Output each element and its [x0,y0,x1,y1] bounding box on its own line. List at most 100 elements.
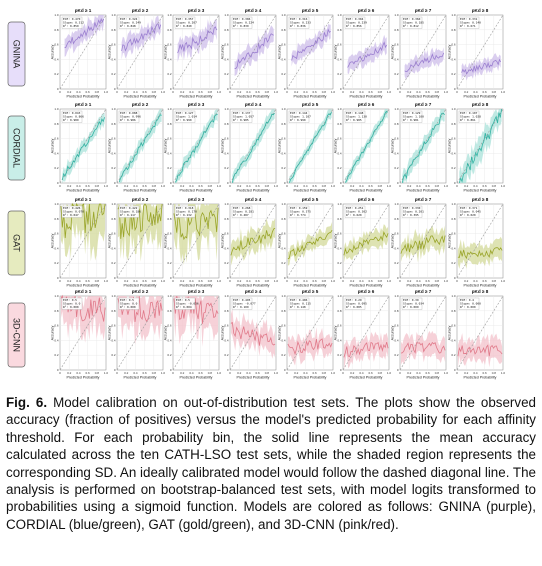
y-tick-label: 0.4 [281,57,286,61]
mean-accuracy-line [287,338,333,356]
x-tick-label: 0.4 [189,90,194,94]
stats-box [231,297,253,310]
y-tick-label: 0 [227,276,229,280]
sd-band [347,34,387,74]
panel-title: pKd ≥ 1 [75,289,92,294]
x-tick-label: 0.6 [483,90,488,94]
panel-title: pKd ≥ 7 [415,8,432,13]
y-axis-label: Accuracy [221,325,225,340]
x-axis-label: Predicted Probability [237,284,270,288]
mean-accuracy-line [400,235,446,254]
x-tick-label: 0.8 [435,90,440,94]
panel-title: pKd ≥ 8 [472,102,489,107]
x-axis-label: Predicted Probability [180,376,213,380]
stats-line: ECE: 0.330 [403,206,421,210]
x-axis-label: Predicted Probability [464,376,497,380]
x-tick-label: 1.0 [387,90,392,94]
x-tick-label: 0.8 [208,371,213,375]
x-tick-label: 0 [399,184,401,188]
x-tick-label: 0.8 [322,184,327,188]
y-axis-label: Accuracy [164,325,168,340]
x-tick-label: 1.0 [387,279,392,283]
x-axis-label: Predicted Probability [237,376,270,380]
stats-line: Slope: 0.0 [63,302,81,306]
y-tick-label: 0 [114,276,116,280]
panel-title: pKd ≥ 5 [302,8,319,13]
y-axis-label: Accuracy [164,44,168,59]
stats-box [344,297,366,310]
ideal-diagonal [286,203,334,279]
panel-title: pKd ≥ 7 [415,102,432,107]
y-tick-label: 0.2 [451,353,456,357]
y-tick-label: 0 [227,181,229,185]
mean-accuracy-line [401,112,445,183]
x-tick-label: 0.8 [492,184,497,188]
mean-accuracy-line [288,111,332,183]
stats-line: Slope: 0.000 [460,302,481,306]
stats-box [288,16,310,29]
y-tick-label: 0.4 [394,57,399,61]
ideal-diagonal [399,295,447,371]
x-tick-label: 0.8 [322,279,327,283]
x-tick-label: 0 [59,279,61,283]
panel-title: pKd ≥ 6 [358,8,375,13]
x-tick-label: 0.4 [303,371,308,375]
y-axis-label: Accuracy [108,325,112,340]
stats-line: ECE: 0.159 [290,206,308,210]
mean-accuracy-line [400,341,446,354]
stats-line: Slope: 0.185 [403,21,424,25]
y-tick-label: 0.6 [281,43,286,47]
y-tick-label: 1.0 [111,202,116,206]
y-axis-label: Accuracy [51,233,55,248]
x-axis-label: Predicted Probability [67,284,100,288]
x-axis-label: Predicted Probability [407,284,440,288]
x-tick-label: 0.4 [76,184,81,188]
stats-line: Slope: 0.045 [460,210,481,214]
y-tick-label: 0.8 [167,217,172,221]
y-tick-label: 1.0 [111,294,116,298]
x-tick-label: 0.4 [246,90,251,94]
x-tick-label: 0.2 [294,90,299,94]
x-tick-label: 0 [229,279,231,283]
x-tick-label: 0.4 [76,279,81,283]
stats-line: ECE: 0.5 [176,298,190,302]
x-tick-label: 0 [229,371,231,375]
x-tick-label: 0.8 [95,371,100,375]
y-tick-label: 0.6 [111,137,116,141]
y-tick-label: 0 [454,276,456,280]
y-tick-label: 0 [57,87,59,91]
ideal-diagonal [286,295,334,371]
y-axis-label: Accuracy [108,44,112,59]
x-tick-label: 1.0 [161,90,166,94]
x-tick-label: 0.8 [492,371,497,375]
x-tick-label: 0.2 [180,371,185,375]
y-tick-label: 0.6 [337,232,342,236]
x-tick-label: 0.8 [435,371,440,375]
x-tick-label: 0.8 [265,279,270,283]
stats-line: R²: 0.836 [290,24,306,28]
y-tick-label: 0.6 [224,137,229,141]
y-tick-label: 0 [340,368,342,372]
y-tick-label: 0.2 [167,166,172,170]
stats-line: ECE: 0.371 [460,206,478,210]
y-tick-label: 0 [114,87,116,91]
y-tick-label: 1.0 [281,294,286,298]
x-tick-label: 0.8 [322,371,327,375]
x-tick-label: 0.6 [143,90,148,94]
ideal-diagonal [59,295,107,371]
ideal-diagonal [456,203,504,279]
x-tick-label: 1.0 [387,371,392,375]
x-tick-label: 0.4 [133,279,138,283]
x-axis-label: Predicted Probability [464,284,497,288]
ideal-diagonal [456,295,504,371]
panel-title: pKd ≥ 5 [302,197,319,202]
x-tick-label: 0.4 [246,184,251,188]
